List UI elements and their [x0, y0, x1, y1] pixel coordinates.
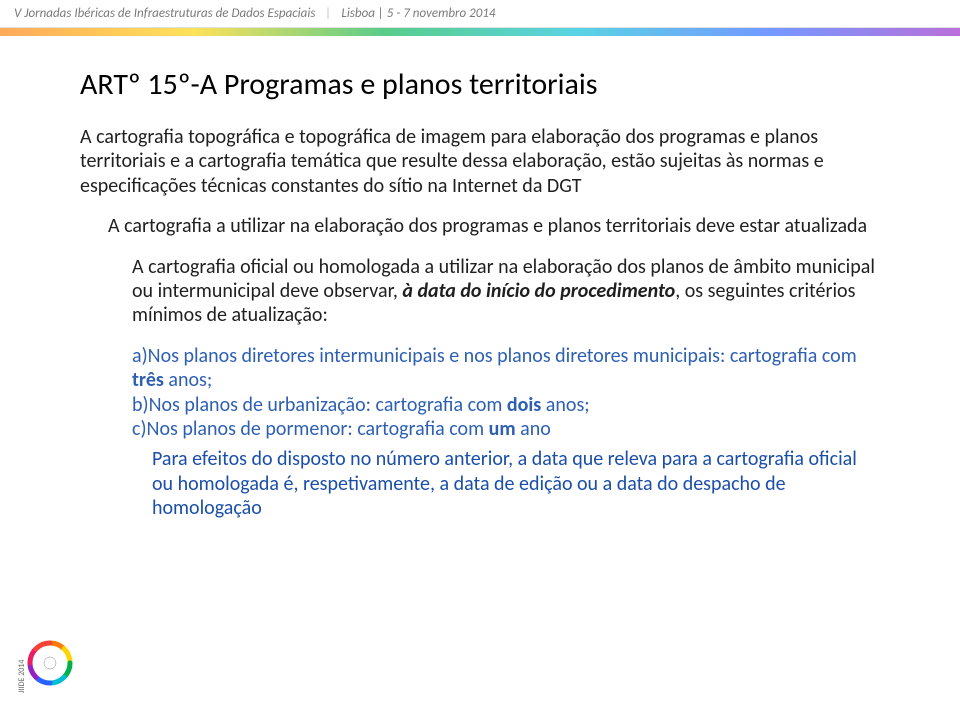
slide-content: ARTº 15º-A Programas e planos territoria…	[0, 36, 960, 520]
paragraph-1: A cartografia topográfica e topográfica …	[80, 125, 890, 198]
list-text-c-post: ano	[516, 417, 551, 441]
list-letter-b: b)	[132, 393, 149, 417]
slide-title: ARTº 15º-A Programas e planos territoria…	[80, 66, 890, 103]
paragraph-2: A cartografia a utilizar na elaboração d…	[108, 214, 890, 238]
header-separator: |	[325, 6, 331, 21]
gradient-strip	[0, 28, 960, 36]
list-letter-c: c)	[132, 417, 147, 441]
logo-text: JIIDE 2014	[18, 660, 27, 693]
sub-intro: A cartografia oficial ou homologada a ut…	[132, 255, 890, 328]
header-location: Lisboa | 5 - 7 novembro 2014	[341, 6, 495, 21]
list-text-c-pre: Nos planos de pormenor: cartografia com	[147, 417, 489, 441]
list-text-c-bold: um	[489, 417, 516, 441]
list-item-b: b)Nos planos de urbanização: cartografia…	[132, 393, 890, 417]
list-item-a: a)Nos planos diretores intermunicipais e…	[132, 344, 890, 393]
header-event-title: V Jornadas Ibéricas de Infraestruturas d…	[14, 6, 315, 21]
list-text-a-post: anos;	[164, 368, 212, 392]
paragraph-3: Para efeitos do disposto no número anter…	[152, 447, 890, 520]
criteria-list: a)Nos planos diretores intermunicipais e…	[132, 344, 890, 442]
list-text-b-bold: dois	[507, 393, 541, 417]
sub-intro-bold: à data do início do procedimento	[402, 279, 675, 303]
jiide-logo-icon: JIIDE 2014	[18, 633, 82, 697]
list-text-b-post: anos;	[541, 393, 589, 417]
list-item-c: c)Nos planos de pormenor: cartografia co…	[132, 417, 890, 441]
jiide-logo: JIIDE 2014	[18, 633, 82, 697]
list-text-a-pre: Nos planos diretores intermunicipais e n…	[148, 344, 857, 368]
list-text-a-bold: três	[132, 368, 164, 392]
list-letter-a: a)	[132, 344, 148, 368]
header-bar: V Jornadas Ibéricas de Infraestruturas d…	[0, 0, 960, 28]
list-text-b-pre: Nos planos de urbanização: cartografia c…	[149, 393, 507, 417]
